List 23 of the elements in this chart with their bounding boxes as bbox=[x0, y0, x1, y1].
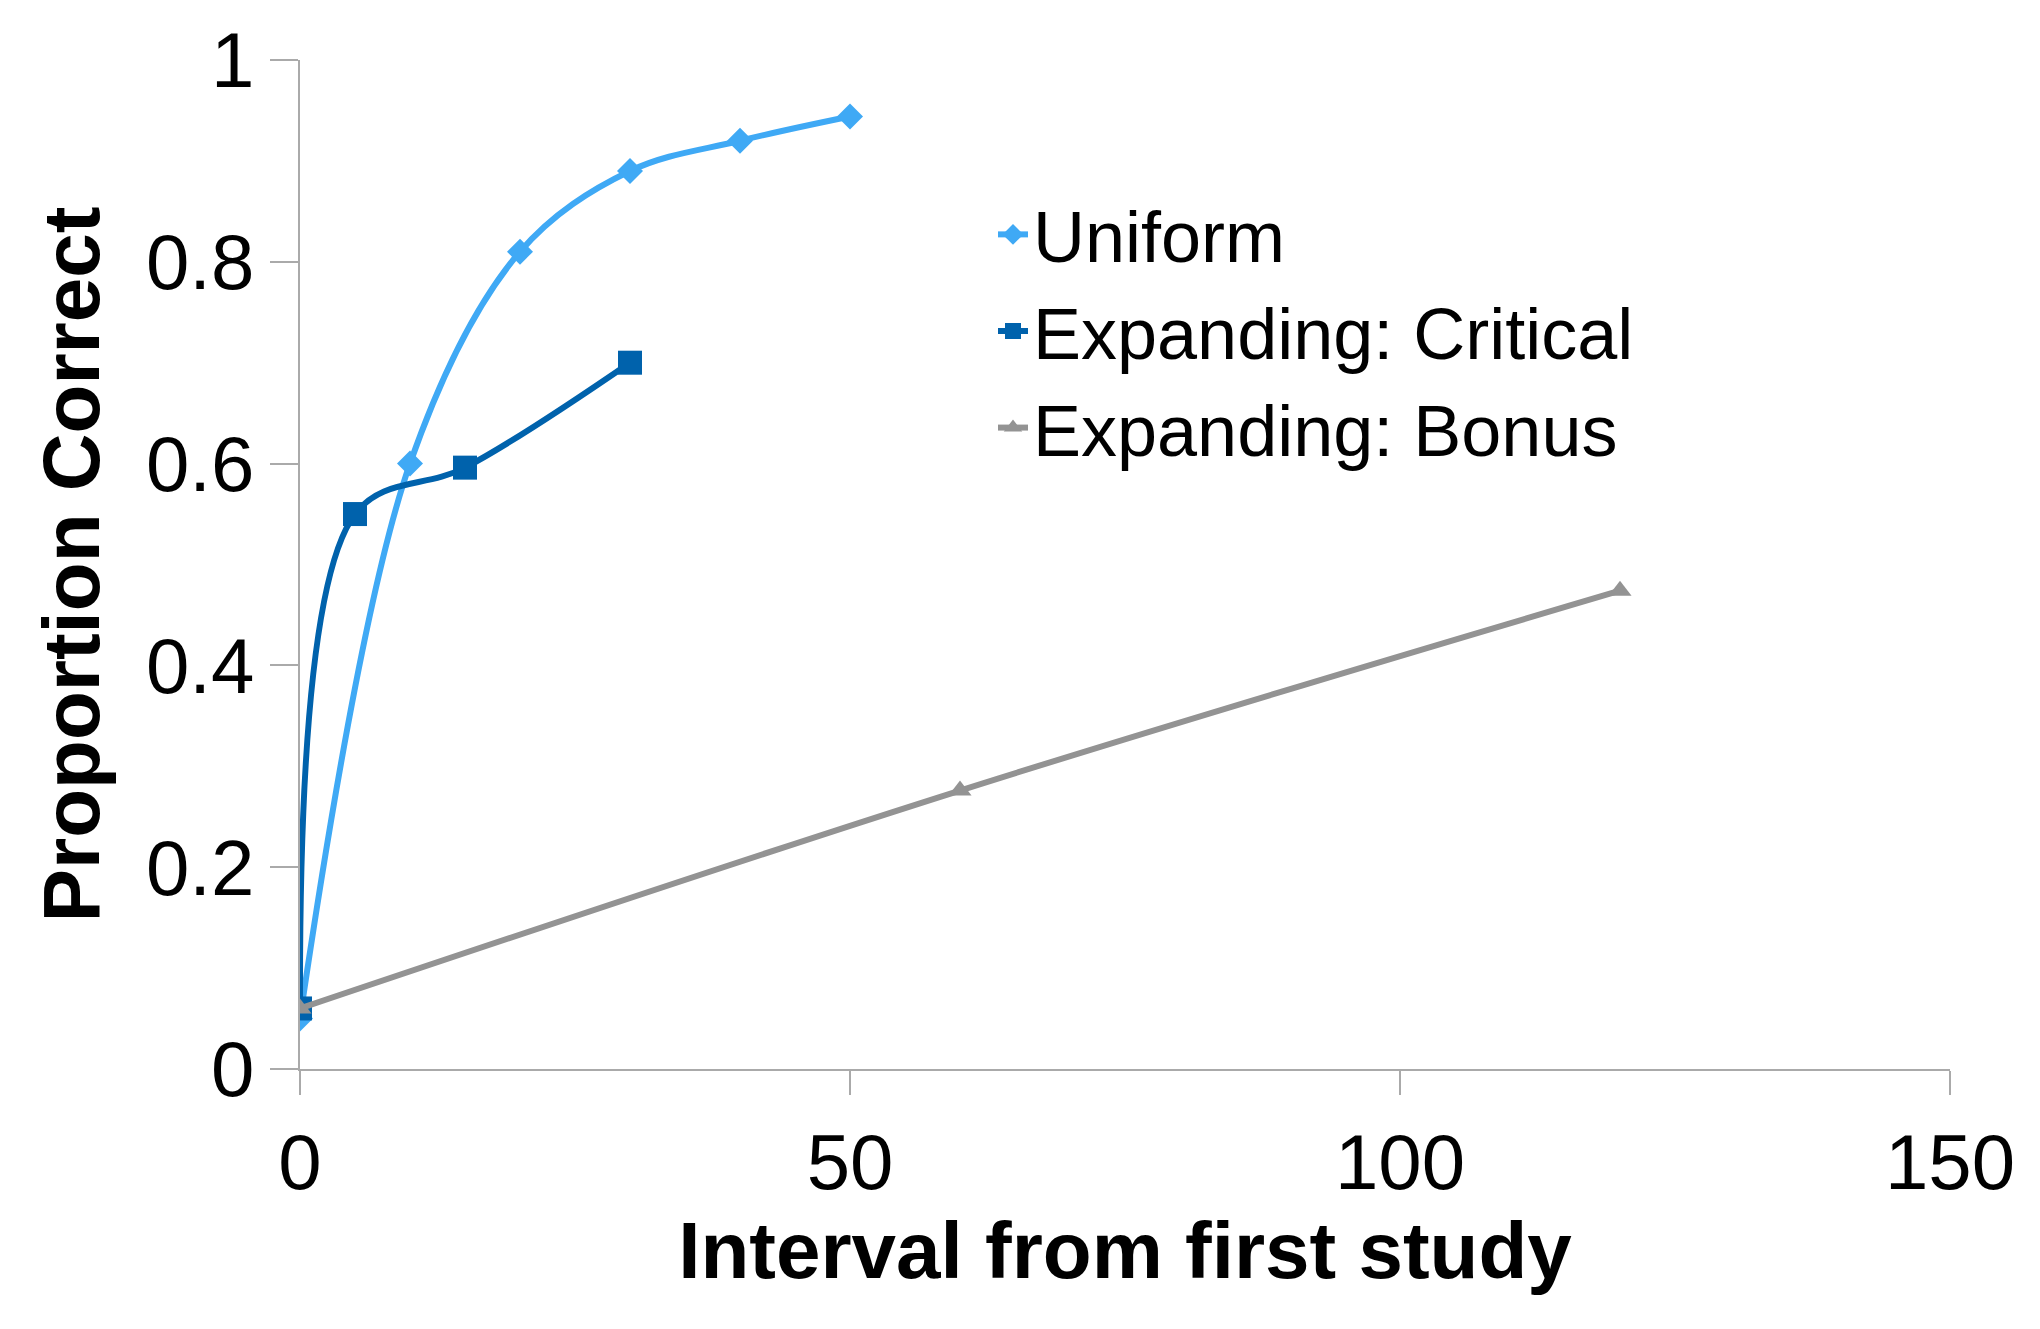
y-axis-title: Proportion Correct bbox=[26, 206, 116, 923]
point bbox=[727, 127, 753, 154]
y-tick-label: 0.8 bbox=[145, 218, 255, 307]
y-tick-label: 0.2 bbox=[145, 823, 255, 912]
y-tick-label: 0.4 bbox=[145, 621, 255, 710]
point bbox=[507, 238, 533, 265]
x-tick-label: 0 bbox=[278, 1117, 322, 1206]
legend-label: Expanding: Bonus bbox=[1033, 390, 1618, 471]
point bbox=[837, 103, 863, 130]
point bbox=[617, 157, 643, 184]
x-tick-label: 150 bbox=[1884, 1117, 2016, 1206]
legend-label: Uniform bbox=[1033, 197, 1286, 278]
x-tick-label: 100 bbox=[1334, 1117, 1466, 1206]
y-tick-label: 0 bbox=[211, 1025, 255, 1114]
point bbox=[453, 455, 477, 480]
point bbox=[397, 450, 423, 477]
x-axis-title: Interval from first study bbox=[678, 1205, 1573, 1295]
y-tick-label: 0.6 bbox=[145, 419, 255, 508]
x-tick-label: 50 bbox=[806, 1117, 894, 1206]
y-tick-label: 1 bbox=[211, 16, 255, 105]
point bbox=[343, 502, 367, 527]
legend-label: Expanding: Critical bbox=[1033, 294, 1634, 375]
point bbox=[618, 350, 642, 375]
